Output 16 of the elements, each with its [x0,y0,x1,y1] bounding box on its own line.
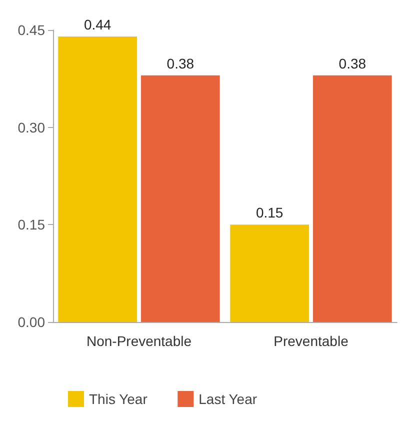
y-tick-label: 0.15 [18,216,46,233]
data-label: 0.15 [256,204,284,221]
y-tick-label: 0.00 [18,314,46,330]
data-label: 0.44 [84,16,112,32]
y-tick-label: 0.45 [18,22,46,38]
data-label: 0.38 [338,55,366,72]
legend-label: This Year [89,391,148,407]
bar [230,224,310,322]
x-tick-label: Preventable [274,333,349,349]
data-label: 0.38 [166,55,194,72]
bar [140,75,220,322]
x-tick-label: Non-Preventable [86,333,192,349]
bar [58,36,138,322]
bar [312,75,392,322]
legend-label: Last Year [198,391,258,407]
y-tick-label: 0.30 [18,119,46,136]
